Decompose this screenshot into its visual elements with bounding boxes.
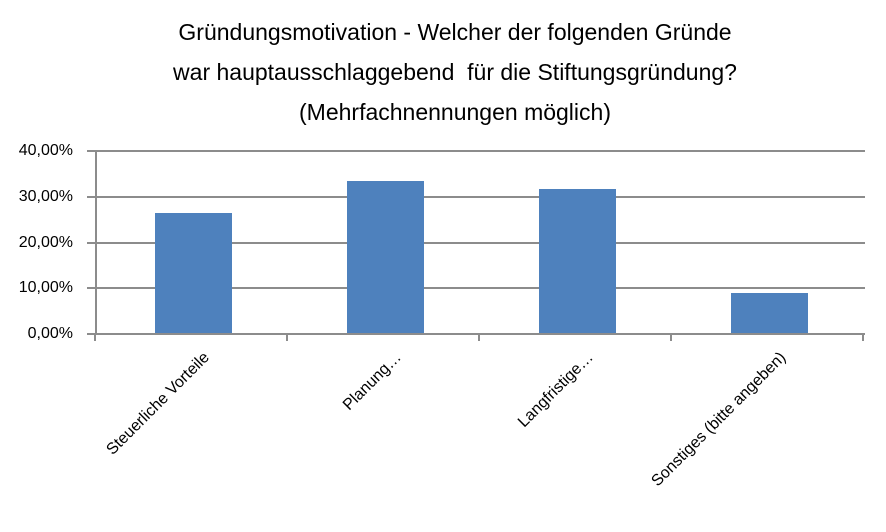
gridline: [97, 241, 865, 244]
chart-title-line-3: (Mehrfachnennungen möglich): [299, 99, 611, 125]
y-axis-label: 30,00%: [18, 187, 73, 205]
y-axis-tick: [87, 287, 95, 290]
chart-title-line-1: Gründungsmotivation - Welcher der folgen…: [178, 19, 732, 45]
bar-3: [538, 188, 616, 333]
x-axis-tick: [286, 335, 288, 341]
x-axis-tick: [478, 335, 480, 341]
y-axis-tick: [87, 241, 95, 244]
bar-4: [730, 292, 808, 333]
bar-1: [154, 212, 232, 333]
y-axis-label: 10,00%: [18, 279, 73, 297]
x-axis-tick: [862, 335, 864, 341]
x-axis-tick: [670, 335, 672, 341]
x-axis-label: Steuerliche Vorteile: [103, 349, 214, 459]
gridline: [97, 195, 865, 198]
y-axis-label: 0,00%: [27, 325, 73, 342]
y-axis-label: 20,00%: [18, 233, 73, 251]
chart-title: Gründungsmotivation - Welcher der folgen…: [0, 12, 886, 132]
chart-title-line-2: war hauptausschlaggebend für die Stiftun…: [173, 59, 737, 85]
x-axis-label: Langfristige…: [515, 349, 598, 431]
y-axis-label: 40,00%: [18, 142, 73, 159]
x-axis-label: Planung…: [340, 349, 406, 414]
y-axis-tick: [87, 195, 95, 198]
x-axis-label: Sonstiges (bitte angeben): [648, 349, 790, 490]
plot-area: [95, 150, 865, 335]
y-axis-tick: [87, 150, 95, 152]
x-axis-tick: [94, 335, 96, 341]
y-axis-tick: [87, 333, 95, 335]
gridline: [97, 150, 865, 152]
bar-2: [346, 180, 424, 333]
gridline: [97, 287, 865, 290]
